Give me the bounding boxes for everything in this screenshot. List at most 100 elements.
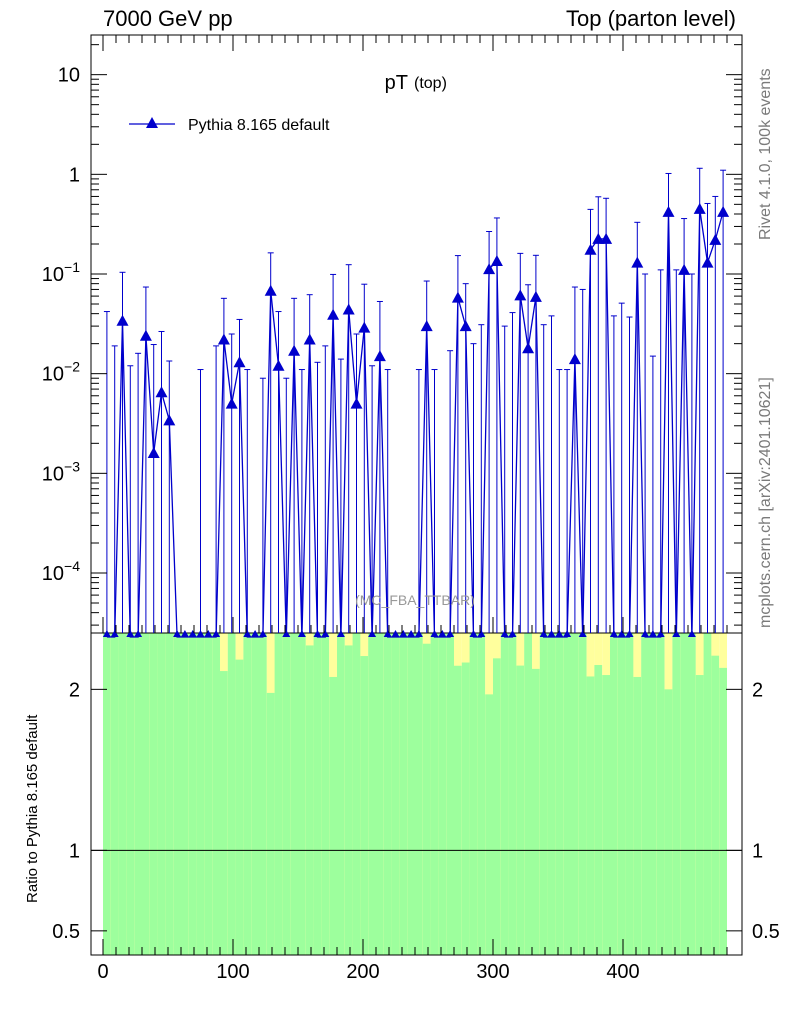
ratio-band-stat xyxy=(173,633,181,955)
ratio-band-stat xyxy=(227,633,236,955)
data-point xyxy=(555,630,564,637)
data-point xyxy=(188,630,197,637)
data-point xyxy=(483,263,496,275)
data-point xyxy=(126,630,135,637)
ratio-band-stat xyxy=(625,633,634,955)
ratio-band-stat xyxy=(290,633,298,955)
data-point xyxy=(514,289,527,301)
ratio-band-stat xyxy=(656,633,665,955)
data-point xyxy=(446,630,455,637)
data-point xyxy=(672,630,681,637)
side-mcplots-label: mcplots.cern.ch [arXiv:2401.10621] xyxy=(757,377,774,628)
data-point xyxy=(313,630,322,637)
y-tick-label: 10−3 xyxy=(42,458,80,485)
ratio-band-stat xyxy=(563,633,571,955)
data-point xyxy=(155,386,168,398)
ratio-band-stat xyxy=(142,633,150,955)
ratio-band-stat xyxy=(539,633,548,955)
data-point xyxy=(272,359,285,371)
ratio-plot-frame xyxy=(90,632,743,956)
ratio-band-stat xyxy=(149,633,158,955)
ratio-band-stat xyxy=(711,655,720,955)
ratio-band-stat xyxy=(407,633,415,955)
data-point xyxy=(139,329,152,341)
ratio-band-stat xyxy=(532,668,540,955)
ratio-band-stat xyxy=(415,633,423,955)
ratio-band-stat xyxy=(469,633,478,955)
data-point xyxy=(522,342,535,354)
data-point xyxy=(243,630,252,637)
data-point xyxy=(547,630,556,637)
data-point xyxy=(336,630,345,637)
data-point xyxy=(709,233,722,245)
data-point xyxy=(451,291,464,303)
plot-title-sub: (top) xyxy=(414,75,447,92)
data-point xyxy=(233,356,246,368)
data-point xyxy=(163,414,176,426)
data-point xyxy=(288,344,301,356)
ratio-band-stat xyxy=(617,633,626,955)
y-tick-label: 10−2 xyxy=(42,359,80,386)
ratio-bands xyxy=(103,633,727,955)
ratio-band-stat xyxy=(118,633,127,955)
ratio-band-stat xyxy=(337,633,345,955)
data-point xyxy=(592,232,605,244)
data-point xyxy=(358,321,371,333)
data-point xyxy=(342,303,355,315)
ratio-band-stat xyxy=(383,633,392,955)
data-point xyxy=(297,630,306,637)
ratio-band-stat xyxy=(376,633,384,955)
ratio-band-stat xyxy=(298,633,306,955)
ratio-band-stat xyxy=(282,633,291,955)
data-point xyxy=(539,630,548,637)
data-point xyxy=(430,630,439,637)
data-point xyxy=(420,320,433,332)
data-point xyxy=(327,308,340,320)
ratio-band-stat xyxy=(578,633,587,955)
data-point xyxy=(500,630,509,637)
plot-title: pT xyxy=(385,72,408,94)
ratio-band-stat xyxy=(313,633,322,955)
ratio-y-tick-label-right: 1 xyxy=(752,840,763,862)
ratio-band-stat xyxy=(251,633,259,955)
ratio-band-stat xyxy=(594,665,603,955)
data-point xyxy=(264,284,277,296)
ratio-band-stat xyxy=(196,633,205,955)
data-point xyxy=(391,630,400,637)
data-point xyxy=(180,630,189,637)
data-point xyxy=(662,205,675,217)
data-point xyxy=(212,630,221,637)
data-point xyxy=(563,630,572,637)
ratio-band-stat xyxy=(610,633,618,955)
data-point xyxy=(282,630,291,637)
ratio-band-stat xyxy=(352,633,361,955)
data-point xyxy=(173,630,182,637)
side-rivet-label: Rivet 4.1.0, 100k events xyxy=(757,68,774,240)
ratio-band-stat xyxy=(110,633,119,955)
ratio-band-stat xyxy=(649,633,657,955)
data-point xyxy=(383,630,392,637)
data-point xyxy=(490,255,503,267)
y-tick-label: 10−4 xyxy=(42,558,80,585)
ratio-band-stat xyxy=(586,676,595,955)
data-point xyxy=(578,630,587,637)
ratio-y-tick-label: 2 xyxy=(69,679,80,701)
x-tick-label: 200 xyxy=(346,961,379,983)
data-point xyxy=(687,630,696,637)
ratio-band-stat xyxy=(212,633,220,955)
data-point xyxy=(102,630,111,637)
ratio-band-stat xyxy=(500,633,509,955)
axis-labels: 10−4 10−3 10−2 10−1 1 10 0.5 0.5 1 1 2 2 0 100 200 300 4… xyxy=(42,35,780,983)
ratio-band-stat xyxy=(165,633,174,955)
ratio-band-stat xyxy=(516,665,525,955)
ratio-band-stat xyxy=(344,645,353,955)
ratio-band-stat xyxy=(204,633,213,955)
data-point xyxy=(469,630,478,637)
data-point xyxy=(701,256,714,268)
ratio-ylabel: Ratio to Pythia 8.165 default xyxy=(24,714,41,903)
ratio-y-tick-label: 0.5 xyxy=(52,921,80,943)
x-tick-label: 0 xyxy=(97,961,108,983)
data-point xyxy=(631,256,644,268)
x-tick-label: 100 xyxy=(216,961,249,983)
